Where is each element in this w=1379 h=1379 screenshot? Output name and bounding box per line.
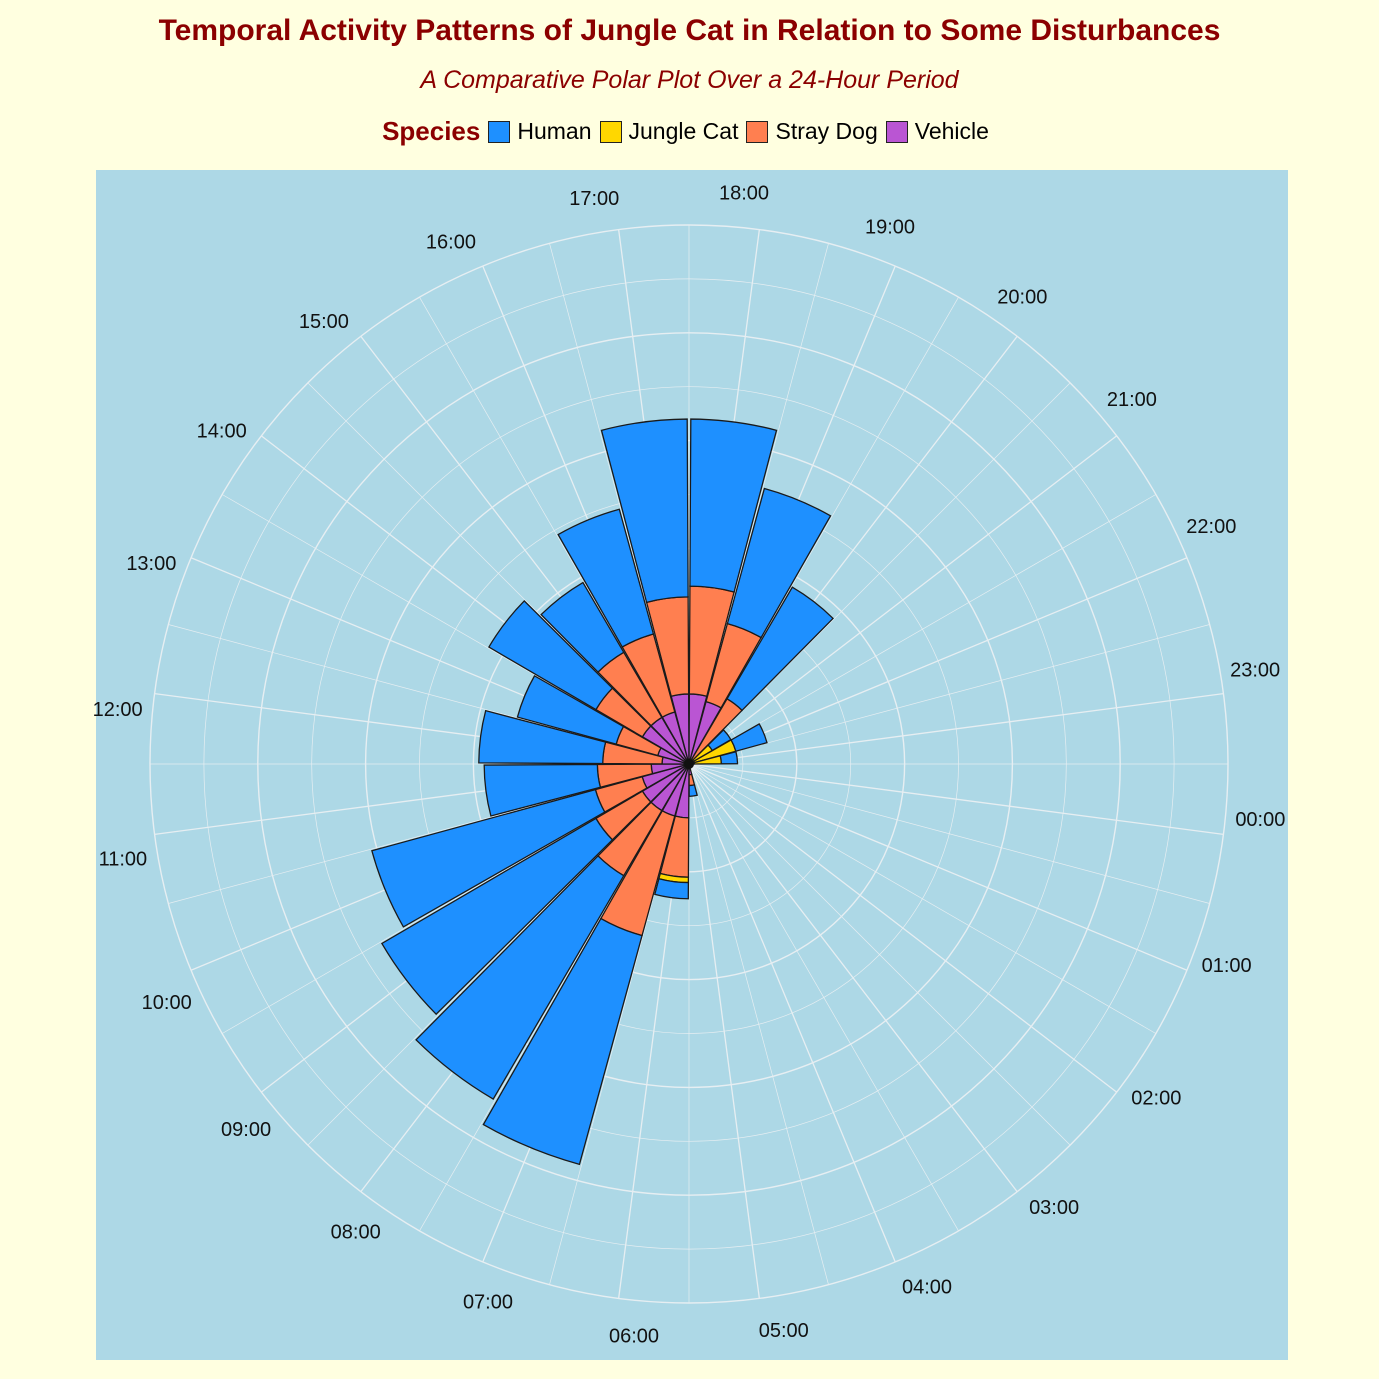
hour-tick-label: 15:00 <box>299 311 349 333</box>
bar-human-0700 <box>482 917 643 1166</box>
bar-human-0500 <box>688 784 699 797</box>
legend: Species Human Jungle Cat Stray Dog Vehic… <box>0 116 1379 147</box>
hour-tick-label: 10:00 <box>142 992 192 1014</box>
hour-tick-label: 06:00 <box>609 1325 659 1347</box>
hour-tick-label: 22:00 <box>1186 516 1236 538</box>
bar-human-2000 <box>726 586 834 712</box>
bar-human-1700 <box>600 418 689 604</box>
bar-human-1500 <box>540 581 625 673</box>
bar-human-1100 <box>483 763 602 817</box>
grid-spoke <box>688 763 959 1231</box>
legend-swatch-vehicle <box>885 120 908 143</box>
grid-spoke <box>688 763 1118 1093</box>
legend-swatch-stray-dog <box>746 120 769 143</box>
grid-spoke <box>688 494 1156 765</box>
hour-tick-label: 09:00 <box>221 1119 271 1141</box>
bar-human-2300 <box>719 750 739 765</box>
legend-item-human: Human <box>488 118 592 145</box>
grid-spoke <box>688 763 1071 1146</box>
bar-human-0800 <box>415 855 625 1100</box>
chart-subtitle: A Comparative Polar Plot Over a 24-Hour … <box>420 66 959 94</box>
legend-label-stray-dog: Stray Dog <box>775 118 878 144</box>
grid-spoke <box>688 763 829 1285</box>
hour-tick-label: 21:00 <box>1107 389 1157 411</box>
hour-tick-label: 18:00 <box>719 183 769 205</box>
legend-item-jungle-cat: Jungle Cat <box>599 118 739 145</box>
hour-tick-label: 12:00 <box>93 699 143 721</box>
bar-human-1600 <box>557 508 655 648</box>
bar-human-0600 <box>654 877 690 900</box>
bar-human-1400 <box>488 600 614 711</box>
bar-layer <box>371 418 834 1166</box>
legend-title: Species <box>382 116 481 146</box>
hour-tick-label: 03:00 <box>1029 1197 1079 1219</box>
hour-tick-label: 08:00 <box>331 1221 381 1243</box>
chart-title: Temporal Activity Patterns of Jungle Cat… <box>158 14 1221 47</box>
hour-tick-label: 16:00 <box>426 232 476 254</box>
hour-tick-label: 04:00 <box>902 1276 952 1298</box>
hour-tick-label: 00:00 <box>1235 809 1285 831</box>
grid-spoke <box>688 763 1188 971</box>
legend-label-human: Human <box>517 118 592 144</box>
grid-spoke <box>688 557 1188 765</box>
hour-tick-label: 17:00 <box>569 188 619 210</box>
legend-item-stray-dog: Stray Dog <box>746 118 878 145</box>
hour-tick-label: 14:00 <box>197 421 247 443</box>
bar-human-1900 <box>726 487 832 639</box>
grid-spoke <box>688 624 1210 765</box>
hour-tick-label: 20:00 <box>997 287 1047 309</box>
tick-label-layer: 00:00 01:00 02:00 03:00 04:00 05:00 06:00 07:00… <box>93 183 1286 1348</box>
legend-swatch-human <box>488 120 511 143</box>
chart-center <box>684 759 694 769</box>
bar-human-1200 <box>478 709 607 765</box>
grid-spoke <box>688 763 896 1263</box>
legend-swatch-jungle-cat <box>599 120 622 143</box>
bar-human-1800 <box>689 418 778 593</box>
grid-spoke <box>688 693 1224 765</box>
hour-tick-label: 11:00 <box>99 849 148 871</box>
grid-spoke <box>688 763 760 1299</box>
legend-label-jungle-cat: Jungle Cat <box>628 118 739 144</box>
bar-human-1300 <box>516 674 625 745</box>
legend-item-vehicle: Vehicle <box>885 118 989 145</box>
hour-tick-label: 07:00 <box>463 1292 513 1314</box>
hour-tick-label: 13:00 <box>126 553 176 575</box>
hour-tick-label: 01:00 <box>1202 955 1252 977</box>
bar-human-0900 <box>380 817 614 1016</box>
hour-tick-label: 19:00 <box>865 216 915 238</box>
grid-spoke <box>688 763 1156 1034</box>
hour-tick-label: 02:00 <box>1131 1087 1181 1109</box>
bar-human-1000 <box>371 788 606 928</box>
legend-label-vehicle: Vehicle <box>914 118 989 144</box>
hour-tick-label: 23:00 <box>1230 659 1280 681</box>
grid-spoke <box>688 435 1118 765</box>
hour-tick-label: 05:00 <box>759 1320 809 1342</box>
grid-spoke <box>688 763 1018 1193</box>
grid-spoke <box>688 763 1224 835</box>
grid-spoke <box>688 763 1210 904</box>
